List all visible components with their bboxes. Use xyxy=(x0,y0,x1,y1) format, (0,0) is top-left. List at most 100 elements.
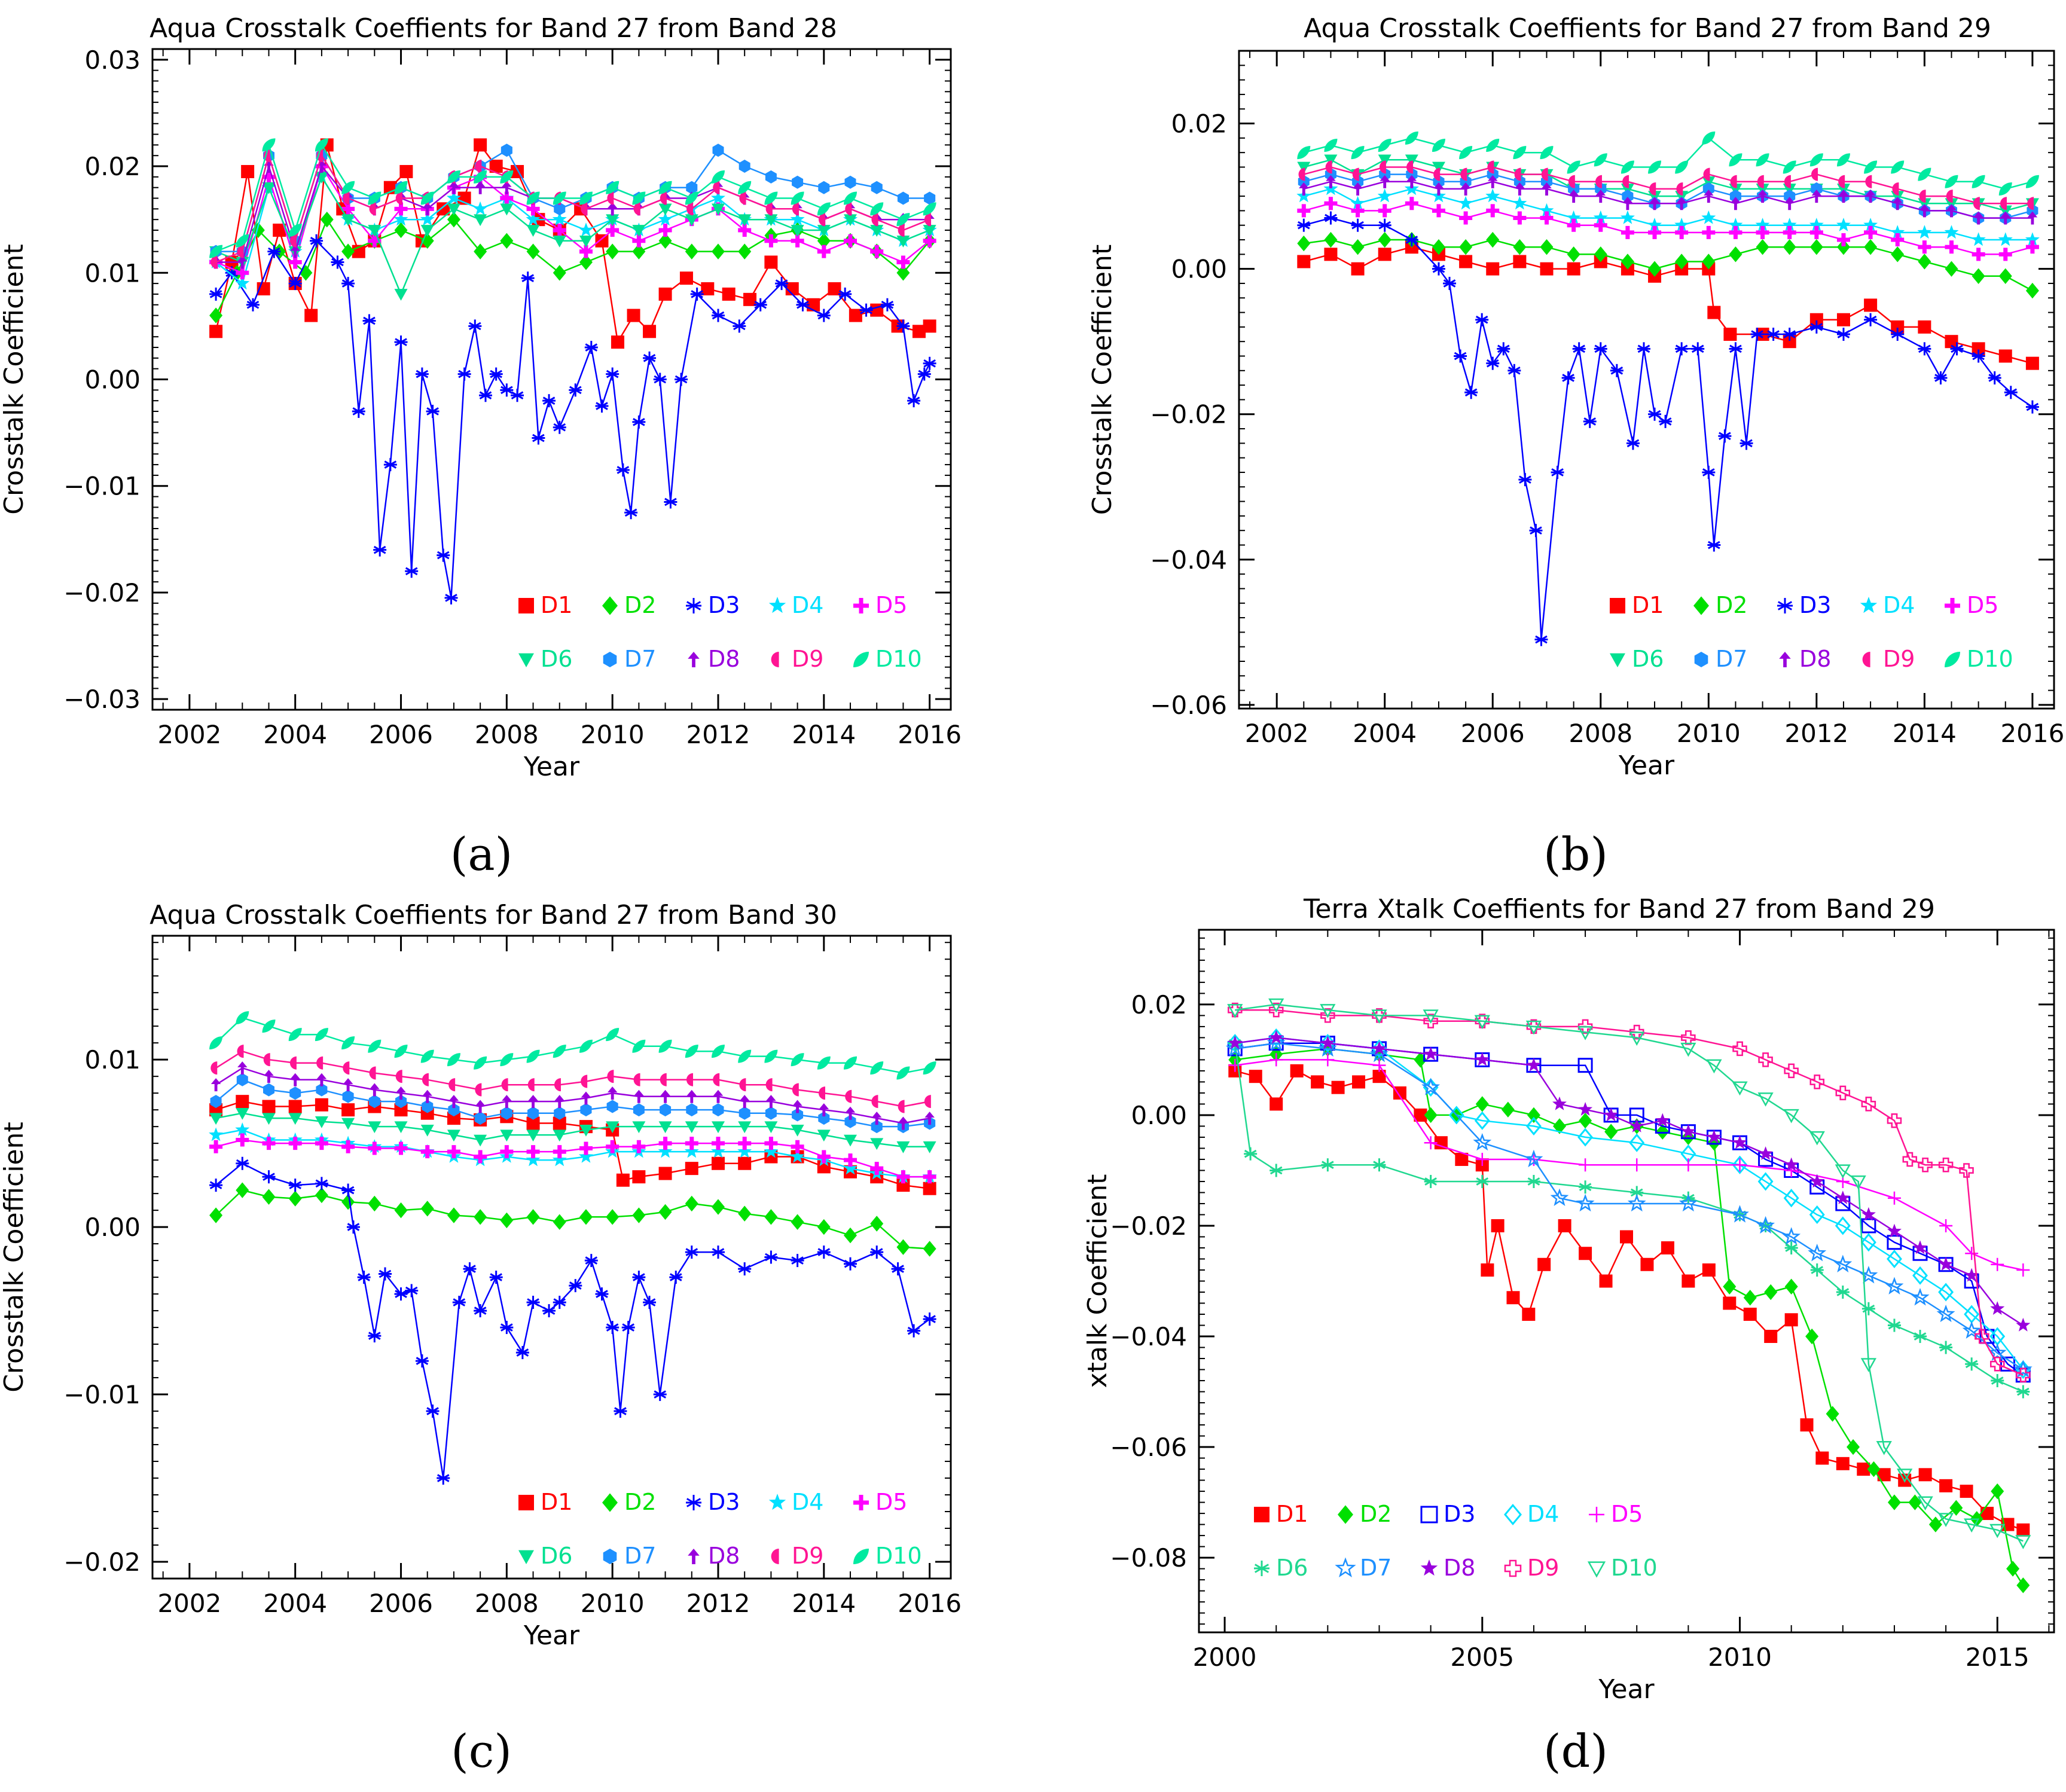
legend-marker xyxy=(1587,1561,1606,1578)
y-axis-label: Crosstalk Coefficient xyxy=(0,244,29,514)
data-point xyxy=(896,213,910,227)
data-point xyxy=(369,1066,376,1080)
data-point xyxy=(209,287,223,301)
data-point xyxy=(1551,465,1564,479)
data-point xyxy=(1527,1174,1540,1188)
data-point xyxy=(526,1049,540,1063)
data-point xyxy=(632,1271,646,1284)
data-point xyxy=(817,309,831,322)
data-point xyxy=(2027,211,2038,225)
data-point xyxy=(289,234,297,248)
data-point xyxy=(658,1167,672,1180)
data-point xyxy=(712,1103,724,1117)
data-point xyxy=(1561,371,1575,384)
legend-marker xyxy=(1254,1507,1269,1522)
data-point xyxy=(500,383,514,397)
y-axis-label: Crosstalk Coefficient xyxy=(0,1122,29,1392)
legend-item-d7: D7 xyxy=(1335,1555,1391,1581)
data-point xyxy=(542,1304,556,1318)
data-point xyxy=(828,282,841,296)
data-point xyxy=(1540,239,1554,255)
x-tick-label: 2004 xyxy=(263,720,327,749)
data-point xyxy=(1627,1193,1646,1212)
data-point xyxy=(1836,313,1850,326)
data-point xyxy=(785,282,799,296)
data-point xyxy=(733,319,746,333)
data-point xyxy=(553,265,566,281)
series-line-d10 xyxy=(1303,137,2033,190)
data-point xyxy=(1988,371,2001,384)
data-point xyxy=(1938,1283,1954,1302)
data-point xyxy=(1836,184,1850,196)
x-axis-label: Year xyxy=(1598,1674,1655,1705)
data-point xyxy=(422,1100,434,1113)
data-point xyxy=(447,1207,460,1223)
data-point xyxy=(1836,218,1851,231)
data-point xyxy=(607,1086,618,1100)
data-point xyxy=(237,245,244,258)
legend-item-d3: D3 xyxy=(1420,1501,1475,1527)
data-point xyxy=(500,1145,514,1159)
data-point xyxy=(1620,210,1635,224)
plot-frame xyxy=(151,935,952,1580)
legend-item-d8: D8 xyxy=(688,1543,740,1569)
data-point xyxy=(845,202,852,216)
legend-item-d6: D6 xyxy=(1254,1555,1308,1581)
data-point xyxy=(1460,182,1471,196)
data-point xyxy=(844,1153,857,1167)
x-tick-label: 2002 xyxy=(157,1589,221,1618)
data-point xyxy=(790,212,805,226)
data-point xyxy=(1432,139,1445,152)
data-point xyxy=(796,298,810,312)
data-point xyxy=(1682,1158,1695,1172)
data-point xyxy=(1835,1085,1851,1101)
data-point xyxy=(1864,298,1878,312)
data-point xyxy=(792,1100,802,1113)
data-point xyxy=(1756,184,1769,196)
data-point xyxy=(1558,1219,1571,1232)
data-point xyxy=(394,222,408,239)
data-point xyxy=(341,1036,355,1050)
data-point xyxy=(379,1267,392,1281)
legend-label: D2 xyxy=(624,592,656,618)
y-tick-label: −0.06 xyxy=(1150,691,1227,720)
data-point xyxy=(569,1279,582,1293)
legend-marker xyxy=(1862,652,1870,667)
data-point xyxy=(870,1162,884,1176)
data-point xyxy=(1324,211,1338,225)
data-point xyxy=(362,314,376,328)
data-point xyxy=(764,1250,778,1264)
data-point xyxy=(528,1095,538,1109)
data-point xyxy=(738,214,752,227)
legend-item-d2: D2 xyxy=(1693,592,1747,618)
data-point xyxy=(685,214,698,227)
data-point xyxy=(500,203,514,216)
data-point xyxy=(1887,1494,1901,1510)
data-point xyxy=(368,1121,382,1134)
legend-item-d3: D3 xyxy=(686,592,740,618)
x-axis-label: Year xyxy=(1618,750,1675,781)
legend-label: D2 xyxy=(624,1489,656,1515)
data-point xyxy=(1297,146,1311,160)
data-point xyxy=(526,1116,540,1130)
data-point xyxy=(341,181,355,194)
data-point xyxy=(664,495,678,509)
data-point xyxy=(1629,1133,1645,1152)
data-point xyxy=(896,1170,910,1184)
data-point xyxy=(288,223,302,237)
data-point xyxy=(738,160,750,173)
data-point xyxy=(1783,239,1796,255)
data-point xyxy=(405,1284,419,1298)
legend-marker xyxy=(603,1549,617,1564)
data-point xyxy=(489,160,503,173)
data-point xyxy=(1321,1053,1335,1067)
data-point xyxy=(1321,1158,1335,1172)
data-point xyxy=(614,1405,627,1418)
data-point xyxy=(511,389,524,402)
legend-label: D3 xyxy=(1444,1501,1475,1527)
data-point xyxy=(607,191,614,205)
data-point xyxy=(1964,1518,1980,1533)
data-point xyxy=(2015,1535,2031,1549)
data-point xyxy=(1485,188,1500,203)
data-point xyxy=(764,1137,778,1150)
